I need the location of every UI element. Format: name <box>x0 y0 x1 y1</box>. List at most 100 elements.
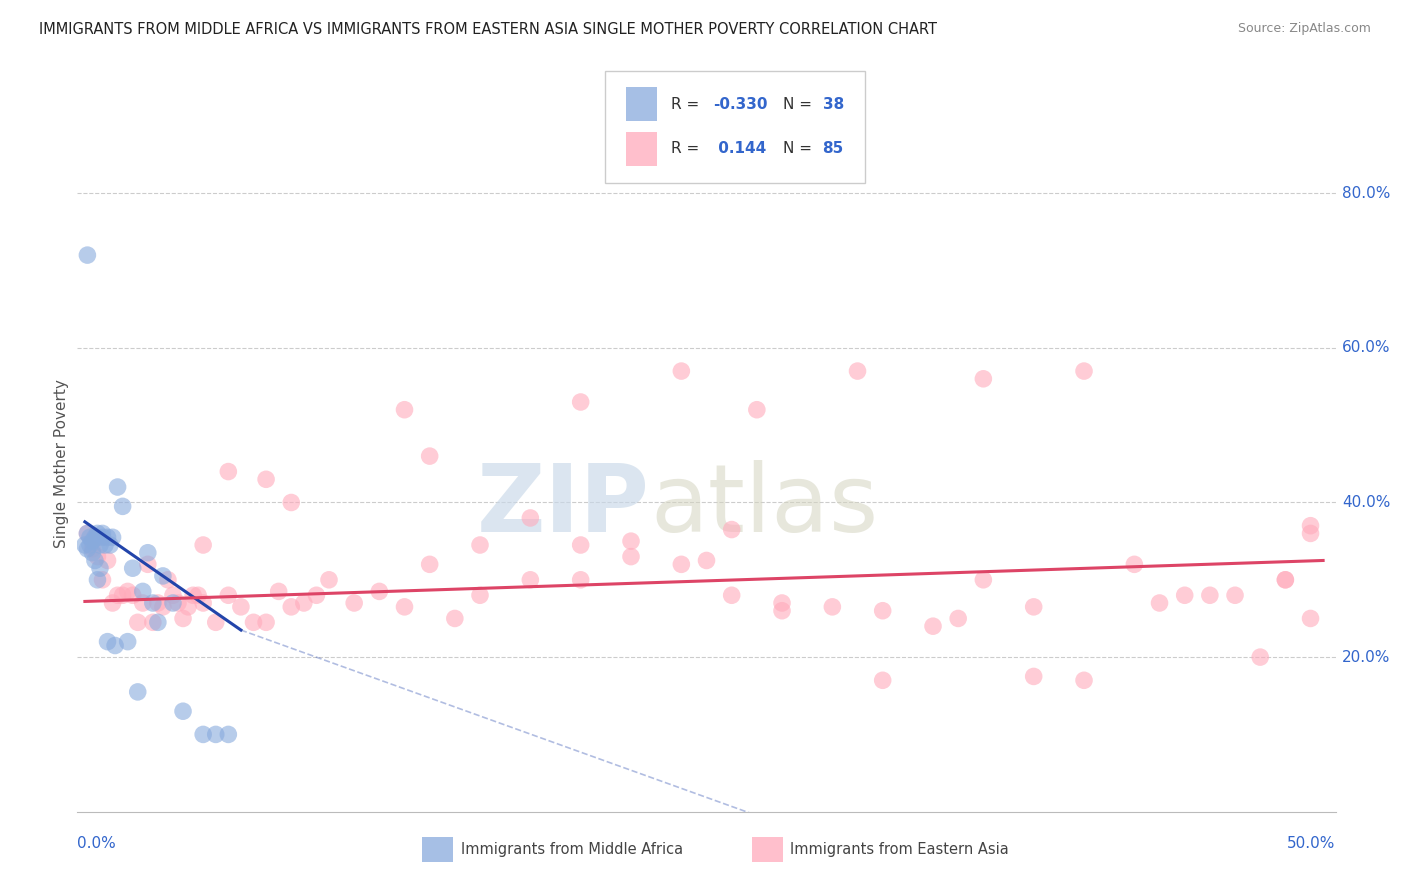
Point <box>368 584 391 599</box>
Point <box>89 561 111 575</box>
Point <box>468 588 491 602</box>
Point <box>152 599 174 614</box>
Text: R =: R = <box>671 142 704 156</box>
Point <box>720 523 742 537</box>
Point <box>972 372 994 386</box>
Text: 40.0%: 40.0% <box>1341 495 1391 510</box>
Point <box>468 538 491 552</box>
Point <box>419 449 441 463</box>
Point <box>1022 599 1045 614</box>
Point <box>254 472 277 486</box>
Point <box>96 553 118 567</box>
Point <box>91 573 114 587</box>
Point <box>1123 558 1146 572</box>
Point <box>1149 596 1171 610</box>
Point <box>172 611 194 625</box>
Point <box>821 599 844 614</box>
Point <box>79 538 101 552</box>
Point <box>569 395 592 409</box>
Text: Immigrants from Middle Africa: Immigrants from Middle Africa <box>461 842 683 856</box>
Point <box>136 546 159 560</box>
Point <box>86 530 108 544</box>
Text: 80.0%: 80.0% <box>1341 186 1391 201</box>
Point <box>1223 588 1246 602</box>
Point <box>76 541 98 556</box>
Text: 50.0%: 50.0% <box>1288 836 1336 851</box>
Point <box>217 465 239 479</box>
Point <box>86 526 108 541</box>
Point <box>972 573 994 587</box>
Point <box>318 573 340 587</box>
Text: 20.0%: 20.0% <box>1341 649 1391 665</box>
Point <box>101 530 124 544</box>
Point <box>394 402 416 417</box>
Point <box>117 634 139 648</box>
Point <box>76 526 98 541</box>
Point <box>76 526 98 541</box>
Point <box>127 685 149 699</box>
Point <box>86 573 108 587</box>
Point <box>89 538 111 552</box>
Point <box>191 538 215 552</box>
Point <box>242 615 264 630</box>
Point <box>121 561 143 575</box>
Y-axis label: Single Mother Poverty: Single Mother Poverty <box>53 379 69 549</box>
Point <box>280 495 302 509</box>
Point <box>1174 588 1197 602</box>
Point <box>1249 650 1271 665</box>
Text: 85: 85 <box>823 142 844 156</box>
Text: IMMIGRANTS FROM MIDDLE AFRICA VS IMMIGRANTS FROM EASTERN ASIA SINGLE MOTHER POVE: IMMIGRANTS FROM MIDDLE AFRICA VS IMMIGRA… <box>39 22 938 37</box>
Point <box>254 615 277 630</box>
Point <box>101 596 124 610</box>
Point <box>76 248 98 262</box>
Point <box>121 588 143 602</box>
Point <box>569 573 592 587</box>
Text: Immigrants from Eastern Asia: Immigrants from Eastern Asia <box>790 842 1010 856</box>
Point <box>872 673 894 688</box>
Point <box>1299 611 1322 625</box>
Text: Source: ZipAtlas.com: Source: ZipAtlas.com <box>1237 22 1371 36</box>
Point <box>91 530 114 544</box>
Point <box>132 584 155 599</box>
Point <box>720 588 742 602</box>
Point <box>111 588 134 602</box>
Point <box>111 500 134 514</box>
Point <box>846 364 869 378</box>
Point <box>96 530 118 544</box>
Point <box>187 588 209 602</box>
Point <box>1022 669 1045 683</box>
Point <box>872 604 894 618</box>
Point <box>1073 364 1095 378</box>
Point <box>519 573 541 587</box>
Point <box>86 549 108 564</box>
Point <box>1198 588 1220 602</box>
Text: -0.330: -0.330 <box>713 97 768 112</box>
Point <box>1274 573 1296 587</box>
Point <box>84 553 107 567</box>
Point <box>117 584 139 599</box>
Point <box>343 596 366 610</box>
Point <box>217 588 239 602</box>
Point <box>1299 518 1322 533</box>
Point <box>142 615 165 630</box>
Point <box>745 402 768 417</box>
Point <box>82 534 104 549</box>
Point <box>1299 526 1322 541</box>
Point <box>191 727 215 741</box>
Text: 0.144: 0.144 <box>713 142 766 156</box>
Text: N =: N = <box>783 142 817 156</box>
Point <box>146 615 169 630</box>
Point <box>107 588 129 602</box>
Point <box>305 588 328 602</box>
Point <box>152 569 174 583</box>
Point <box>91 526 114 541</box>
Point <box>267 584 290 599</box>
Point <box>167 596 190 610</box>
Point <box>671 558 693 572</box>
Point <box>79 530 101 544</box>
Point <box>191 596 215 610</box>
Point <box>419 558 441 572</box>
Text: N =: N = <box>783 97 817 112</box>
Point <box>73 538 96 552</box>
Point <box>98 538 121 552</box>
